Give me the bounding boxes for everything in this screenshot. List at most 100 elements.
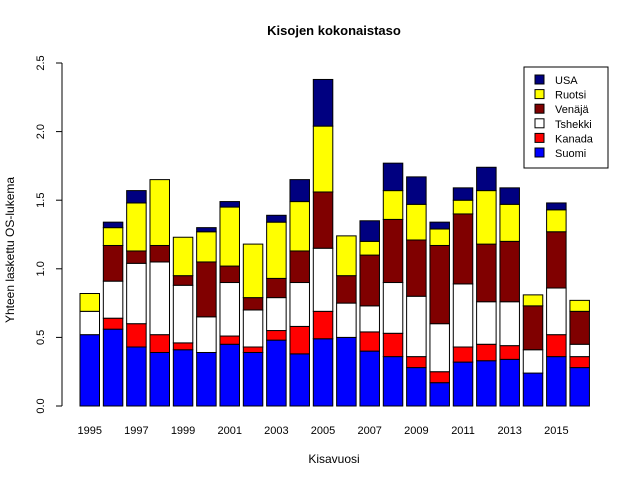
legend-label-kanada: Kanada bbox=[555, 133, 594, 145]
legend-label-tshekki: Tshekki bbox=[555, 119, 592, 131]
bar-segment-ruotsi-2003 bbox=[266, 221, 287, 279]
bar-segment-venäjä-1999 bbox=[172, 275, 194, 286]
bar-segment-suomi-2007 bbox=[359, 350, 380, 407]
bar-segment-usa-2004 bbox=[289, 179, 310, 203]
x-tick-label: 2009 bbox=[404, 425, 428, 437]
legend-label-usa: USA bbox=[555, 75, 578, 87]
bar-segment-kanada-2011 bbox=[452, 346, 474, 363]
bar-segment-kanada-2010 bbox=[429, 371, 450, 384]
bar-segment-venäjä-2001 bbox=[219, 265, 240, 284]
bar-segment-tshekki-2004 bbox=[289, 282, 310, 327]
bar-segment-suomi-1995 bbox=[79, 334, 100, 407]
bar-segment-venäjä-2002 bbox=[242, 297, 264, 311]
bar-segment-suomi-1997 bbox=[126, 346, 147, 407]
bar-segment-venäjä-2011 bbox=[452, 213, 474, 285]
y-tick-label: 0.5 bbox=[35, 330, 47, 345]
bar-segment-kanada-2001 bbox=[219, 335, 240, 345]
bar-segment-venäjä-2006 bbox=[336, 275, 357, 304]
legend-swatch-tshekki bbox=[534, 118, 545, 129]
bar-segment-venäjä-1997 bbox=[126, 250, 147, 264]
y-tick-label: 2.5 bbox=[35, 55, 47, 70]
bar-segment-usa-2008 bbox=[382, 162, 404, 192]
bar-segment-ruotsi-2005 bbox=[312, 125, 334, 193]
bar-segment-tshekki-2014 bbox=[522, 349, 544, 374]
bar-segment-suomi-2004 bbox=[289, 353, 310, 407]
bar-segment-ruotsi-2013 bbox=[499, 203, 520, 242]
bar-segment-tshekki-1997 bbox=[126, 262, 147, 325]
x-tick-label: 2011 bbox=[451, 425, 475, 437]
y-axis: 0.0 0.5 1.0 1.5 2.0 2.5 bbox=[35, 55, 63, 414]
bar-segment-usa-2003 bbox=[266, 214, 287, 223]
legend-swatch-kanada bbox=[534, 132, 545, 143]
bar-segment-suomi-2014 bbox=[522, 372, 544, 407]
bar-segment-suomi-2010 bbox=[429, 382, 450, 407]
bar-segment-venäjä-2009 bbox=[406, 239, 427, 297]
bar-segment-kanada-2013 bbox=[499, 345, 520, 360]
bar-segment-kanada-2012 bbox=[476, 343, 497, 362]
bar-segment-usa-2010 bbox=[429, 221, 450, 230]
y-tick-label: 1.5 bbox=[35, 193, 47, 208]
bar-segment-tshekki-1996 bbox=[102, 280, 124, 319]
bar-segment-suomi-2008 bbox=[382, 356, 404, 407]
bar-segment-venäjä-2004 bbox=[289, 250, 310, 284]
bar-segment-ruotsi-2016 bbox=[569, 299, 590, 312]
bar-segment-tshekki-2009 bbox=[406, 295, 427, 358]
bar-segment-suomi-2009 bbox=[406, 367, 427, 407]
bar-segment-suomi-2016 bbox=[569, 367, 590, 407]
bar-segment-kanada-2004 bbox=[289, 325, 310, 355]
bar-segment-venäjä-2010 bbox=[429, 244, 450, 325]
bar-segment-usa-2009 bbox=[406, 176, 427, 205]
bar-segment-kanada-2002 bbox=[242, 346, 264, 353]
x-tick-label: 2015 bbox=[544, 425, 568, 437]
bar-segment-ruotsi-1997 bbox=[126, 202, 147, 252]
bar-segment-ruotsi-2014 bbox=[522, 294, 544, 307]
bar-segment-kanada-2007 bbox=[359, 331, 380, 352]
legend-label-venäjä: Venäjä bbox=[555, 104, 590, 116]
bar-segment-kanada-1997 bbox=[126, 323, 147, 348]
bar-segment-suomi-1999 bbox=[172, 349, 194, 407]
bar-segment-tshekki-2007 bbox=[359, 305, 380, 333]
bar-segment-venäjä-2012 bbox=[476, 243, 497, 303]
bar-segment-suomi-2003 bbox=[266, 339, 287, 407]
legend: USA Ruotsi Venäjä Tshekki Kanada Suomi bbox=[523, 66, 609, 169]
bar-segment-suomi-1998 bbox=[149, 351, 170, 407]
x-tick-label: 1995 bbox=[78, 425, 102, 437]
bar-segment-usa-2001 bbox=[219, 201, 240, 208]
bar-segment-venäjä-1998 bbox=[149, 244, 170, 263]
bar-segment-ruotsi-2002 bbox=[242, 243, 264, 299]
y-tick-label: 2.0 bbox=[35, 124, 47, 139]
bar-segment-suomi-2015 bbox=[546, 356, 567, 407]
bar-segment-kanada-1996 bbox=[102, 317, 124, 330]
x-tick-label: 2001 bbox=[217, 425, 241, 437]
bar-segment-ruotsi-1996 bbox=[102, 227, 124, 246]
x-tick-label: 2007 bbox=[357, 425, 381, 437]
bar-segment-tshekki-2006 bbox=[336, 302, 357, 338]
bar-segment-tshekki-2005 bbox=[312, 247, 334, 312]
bar-segment-ruotsi-1995 bbox=[79, 293, 100, 312]
bar-segment-suomi-2000 bbox=[196, 351, 217, 407]
bar-segment-tshekki-2012 bbox=[476, 301, 497, 345]
bar-segment-ruotsi-2010 bbox=[429, 228, 450, 246]
y-axis-label: Yhteen laskettu OS-lukema bbox=[3, 177, 17, 323]
bar-segment-suomi-2012 bbox=[476, 360, 497, 407]
bar-segment-usa-2011 bbox=[452, 187, 474, 201]
bar-segment-venäjä-1996 bbox=[102, 244, 124, 282]
bar-segment-tshekki-2011 bbox=[452, 283, 474, 348]
bar-segment-tshekki-2016 bbox=[569, 343, 590, 358]
bar-segment-ruotsi-1998 bbox=[149, 179, 170, 246]
bar-segment-kanada-2016 bbox=[569, 356, 590, 369]
bar-segment-suomi-2002 bbox=[242, 351, 264, 407]
bar-segment-kanada-2003 bbox=[266, 330, 287, 341]
bar-segment-suomi-1996 bbox=[102, 328, 124, 407]
bar-segment-venäjä-2008 bbox=[382, 218, 404, 284]
bar-segment-venäjä-2015 bbox=[546, 231, 567, 289]
bar-segment-tshekki-2003 bbox=[266, 297, 287, 332]
bar-segment-usa-2012 bbox=[476, 166, 497, 192]
bar-segment-tshekki-2002 bbox=[242, 309, 264, 348]
bar-segment-ruotsi-2011 bbox=[452, 199, 474, 215]
x-tick-label: 2005 bbox=[311, 425, 335, 437]
bar-segment-ruotsi-2008 bbox=[382, 190, 404, 220]
bar-segment-suomi-2011 bbox=[452, 361, 474, 407]
bar-segment-ruotsi-1999 bbox=[172, 236, 194, 277]
